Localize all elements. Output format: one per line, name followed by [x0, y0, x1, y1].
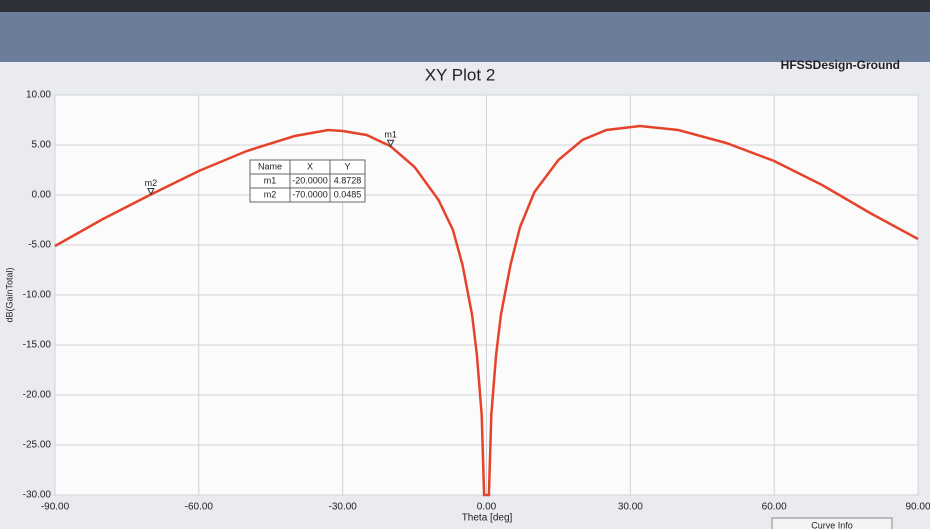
table-header: X — [307, 161, 313, 171]
top-bezel — [0, 0, 930, 12]
x-tick-label: 90.00 — [905, 502, 930, 513]
x-tick-label: -30.00 — [328, 502, 357, 513]
marker-label: m2 — [145, 178, 158, 188]
y-tick-label: -10.00 — [23, 290, 52, 301]
y-tick-label: 10.00 — [26, 90, 51, 101]
x-tick-label: 60.00 — [762, 502, 787, 513]
curve-info: Curve Info — [811, 520, 853, 529]
x-axis-label: Theta [deg] — [462, 513, 513, 524]
y-tick-label: -25.00 — [23, 440, 52, 451]
design-name: HFSSDesign-Ground — [781, 58, 900, 72]
y-tick-label: -30.00 — [23, 490, 52, 501]
y-tick-label: -5.00 — [28, 240, 51, 251]
table-value: 0.0485 — [334, 189, 362, 199]
x-tick-label: -90.00 — [41, 502, 70, 513]
table-value: m1 — [264, 175, 277, 185]
x-tick-label: 0.00 — [477, 502, 497, 513]
x-tick-label: 30.00 — [618, 502, 643, 513]
page: {"chart_data": { "type": "line", "title"… — [0, 0, 930, 529]
chart-title: XY Plot 2 — [425, 65, 496, 84]
table-value: m2 — [264, 189, 277, 199]
marker-label: m1 — [384, 130, 397, 140]
table-value: 4.8728 — [334, 175, 362, 185]
y-tick-label: -15.00 — [23, 340, 52, 351]
x-tick-label: -60.00 — [185, 502, 214, 513]
y-tick-label: 5.00 — [32, 140, 52, 151]
y-tick-label: -20.00 — [23, 390, 52, 401]
table-value: -70.0000 — [292, 189, 328, 199]
y-tick-label: 0.00 — [32, 190, 52, 201]
table-header: Y — [344, 161, 350, 171]
screen: XY Plot 2 HFSSDesign-Ground Theta [deg] … — [0, 0, 930, 529]
table-value: -20.0000 — [292, 175, 328, 185]
y-axis-label: dB(GainTotal) — [4, 267, 14, 322]
table-header: Name — [258, 161, 282, 171]
